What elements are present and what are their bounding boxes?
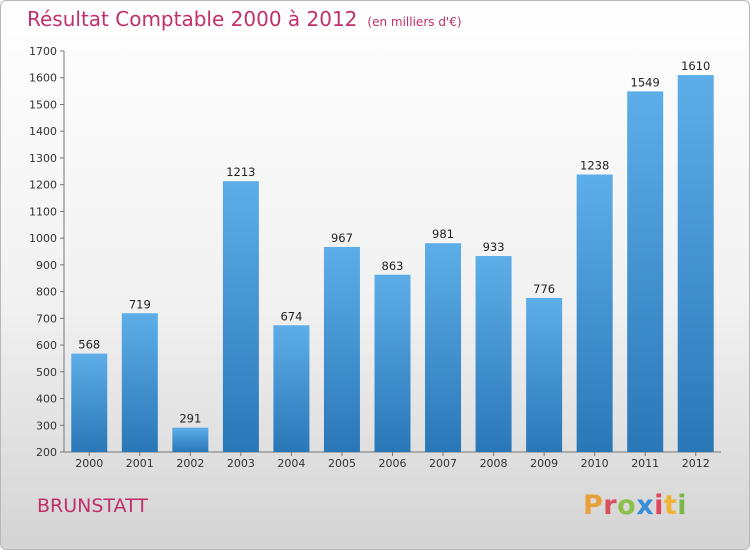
y-tick-label: 800: [36, 286, 57, 299]
data-label-2010: 1238: [580, 159, 609, 173]
x-tick-label-2004: 2004: [277, 457, 305, 470]
chart-title-text: Résultat Comptable 2000 à 2012: [27, 7, 358, 31]
data-label-2006: 863: [382, 259, 404, 273]
proxiti-logo: Proxiti: [583, 490, 687, 521]
logo-letter: t: [663, 490, 678, 521]
logo-letter: r: [603, 490, 618, 521]
y-tick-label: 900: [36, 259, 57, 272]
data-label-2008: 933: [483, 240, 505, 254]
x-tick-label-2007: 2007: [429, 457, 457, 470]
city-name: BRUNSTATT: [37, 495, 148, 517]
bar-2002: [172, 427, 209, 452]
data-label-2011: 1549: [631, 75, 660, 89]
data-label-2012: 1610: [681, 59, 710, 73]
x-tick-label-2000: 2000: [75, 457, 103, 470]
data-label-2005: 967: [331, 231, 353, 245]
y-tick-label: 1200: [29, 179, 57, 192]
bar-2004: [273, 325, 310, 452]
bar-2003: [222, 181, 259, 452]
bar-2000: [71, 353, 108, 452]
y-tick-label: 500: [36, 366, 57, 379]
logo-letter: o: [617, 490, 637, 521]
y-tick-label: 1100: [29, 205, 57, 218]
x-tick-label-2012: 2012: [682, 457, 710, 470]
logo-letter: i: [654, 490, 664, 521]
bar-2006: [374, 274, 411, 452]
y-tick-label: 300: [36, 419, 57, 432]
y-tick-label: 1400: [29, 125, 57, 138]
data-label-2003: 1213: [226, 165, 255, 179]
x-tick-label-2008: 2008: [480, 457, 508, 470]
x-tick-label-2010: 2010: [581, 457, 609, 470]
data-label-2001: 719: [129, 297, 151, 311]
bar-2001: [121, 313, 158, 452]
data-label-2007: 981: [432, 227, 454, 241]
chart-subtitle: (en milliers d'€): [367, 15, 462, 29]
y-tick-label: 1000: [29, 232, 57, 245]
bar-2012: [677, 75, 714, 452]
bar-2005: [323, 246, 360, 452]
chart-title: Résultat Comptable 2000 à 2012 (en millie…: [27, 7, 462, 31]
x-tick-label-2001: 2001: [126, 457, 154, 470]
x-tick-label-2003: 2003: [227, 457, 255, 470]
y-tick-label: 200: [36, 446, 57, 459]
y-tick-label: 600: [36, 339, 57, 352]
x-tick-label-2005: 2005: [328, 457, 356, 470]
y-tick-label: 1600: [29, 72, 57, 85]
data-label-2000: 568: [78, 338, 100, 352]
data-label-2004: 674: [280, 309, 302, 323]
logo-letter: x: [636, 490, 655, 521]
x-tick-label-2006: 2006: [379, 457, 407, 470]
x-tick-label-2002: 2002: [176, 457, 204, 470]
bar-2007: [425, 243, 462, 452]
y-tick-label: 400: [36, 393, 57, 406]
chart-axes: 200 300 400 500 600 700 800 900 1000 1100 1200 1300…: [29, 45, 721, 470]
y-tick-label: 1300: [29, 152, 57, 165]
data-label-2009: 776: [533, 282, 555, 296]
bar-series: 568 719 291 1213 674 967 863 981 933 776 1238 1549 1…: [71, 59, 714, 452]
data-label-2002: 291: [179, 412, 201, 426]
y-tick-label: 1500: [29, 98, 57, 111]
x-tick-label-2009: 2009: [530, 457, 558, 470]
y-tick-label: 700: [36, 312, 57, 325]
bar-2010: [576, 174, 613, 452]
bar-2011: [627, 91, 664, 452]
bar-2009: [526, 298, 563, 452]
logo-letter: i: [677, 490, 688, 521]
y-tick-label: 1700: [29, 45, 57, 58]
x-tick-label-2011: 2011: [631, 457, 659, 470]
bar-2008: [475, 256, 512, 452]
logo-letter: P: [583, 490, 604, 521]
